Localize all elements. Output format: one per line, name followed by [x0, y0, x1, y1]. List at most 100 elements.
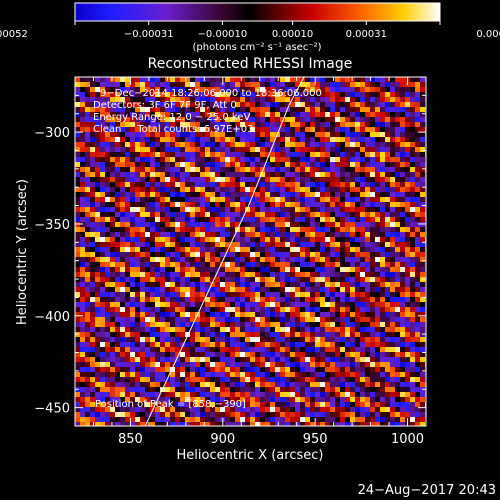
- heatmap-cell: [130, 282, 136, 288]
- heatmap-cell: [390, 157, 396, 163]
- heatmap-cell: [185, 222, 191, 228]
- heatmap-cell: [335, 242, 341, 248]
- heatmap-cell: [140, 222, 146, 228]
- heatmap-cell: [200, 197, 206, 203]
- heatmap-cell: [170, 172, 176, 178]
- heatmap-cell: [200, 177, 206, 183]
- heatmap-cell: [160, 407, 166, 413]
- heatmap-cell: [300, 117, 306, 123]
- heatmap-cell: [90, 397, 96, 403]
- heatmap-cell: [90, 222, 96, 228]
- heatmap-cell: [245, 197, 251, 203]
- heatmap-cell: [120, 102, 126, 108]
- heatmap-cell: [305, 87, 311, 93]
- heatmap-cell: [265, 232, 271, 238]
- heatmap-cell: [295, 152, 301, 158]
- heatmap-cell: [205, 382, 211, 388]
- heatmap-cell: [120, 157, 126, 163]
- heatmap-cell: [245, 122, 251, 128]
- heatmap-cell: [120, 177, 126, 183]
- heatmap-cell: [255, 112, 261, 118]
- heatmap-cell: [170, 77, 176, 83]
- heatmap-cell: [220, 357, 226, 363]
- heatmap-cell: [260, 117, 266, 123]
- heatmap-cell: [365, 217, 371, 223]
- heatmap-cell: [80, 287, 86, 293]
- heatmap-cell: [225, 397, 231, 403]
- heatmap-cell: [410, 267, 416, 273]
- heatmap-cell: [125, 197, 131, 203]
- heatmap-cell: [320, 102, 326, 108]
- heatmap-cell: [90, 147, 96, 153]
- heatmap-cell: [175, 222, 181, 228]
- heatmap-cell: [260, 297, 266, 303]
- heatmap-cell: [225, 252, 231, 258]
- heatmap-cell: [235, 232, 241, 238]
- heatmap-cell: [170, 182, 176, 188]
- heatmap-cell: [285, 177, 291, 183]
- heatmap-cell: [165, 372, 171, 378]
- heatmap-cell: [240, 142, 246, 148]
- heatmap-cell: [315, 212, 321, 218]
- heatmap-cell: [255, 307, 261, 313]
- heatmap-cell: [80, 297, 86, 303]
- heatmap-cell: [160, 377, 166, 383]
- heatmap-cell: [275, 317, 281, 323]
- heatmap-cell: [120, 287, 126, 293]
- heatmap-cell: [385, 342, 391, 348]
- heatmap-cell: [110, 317, 116, 323]
- heatmap-cell: [235, 312, 241, 318]
- heatmap-cell: [175, 162, 181, 168]
- heatmap-cell: [330, 127, 336, 133]
- heatmap-cell: [285, 357, 291, 363]
- heatmap-cell: [280, 322, 286, 328]
- heatmap-cell: [145, 237, 151, 243]
- heatmap-cell: [400, 292, 406, 298]
- heatmap-cell: [405, 282, 411, 288]
- heatmap-cell: [300, 82, 306, 88]
- heatmap-cell: [295, 182, 301, 188]
- heatmap-cell: [360, 92, 366, 98]
- heatmap-cell: [220, 267, 226, 273]
- heatmap-cell: [360, 347, 366, 353]
- heatmap-cell: [110, 417, 116, 423]
- heatmap-cell: [260, 152, 266, 158]
- heatmap-cell: [225, 417, 231, 423]
- heatmap-cell: [260, 342, 266, 348]
- heatmap-cell: [335, 87, 341, 93]
- heatmap-cell: [255, 232, 261, 238]
- heatmap-cell: [130, 172, 136, 178]
- heatmap-cell: [205, 402, 211, 408]
- heatmap-cell: [100, 322, 106, 328]
- heatmap-cell: [245, 207, 251, 213]
- heatmap-cell: [85, 112, 91, 118]
- heatmap-cell: [120, 362, 126, 368]
- heatmap-cell: [375, 242, 381, 248]
- heatmap-cell: [110, 102, 116, 108]
- heatmap-cell: [150, 397, 156, 403]
- heatmap-cell: [320, 392, 326, 398]
- heatmap-cell: [410, 262, 416, 268]
- heatmap-cell: [140, 137, 146, 143]
- heatmap-cell: [350, 357, 356, 363]
- heatmap-cell: [345, 127, 351, 133]
- heatmap-cell: [335, 192, 341, 198]
- heatmap-cell: [300, 307, 306, 313]
- heatmap-cell: [105, 317, 111, 323]
- heatmap-cell: [260, 142, 266, 148]
- heatmap-cell: [300, 257, 306, 263]
- heatmap-cell: [140, 172, 146, 178]
- heatmap-cell: [285, 237, 291, 243]
- heatmap-cell: [195, 327, 201, 333]
- heatmap-cell: [245, 202, 251, 208]
- heatmap-cell: [280, 417, 286, 423]
- heatmap-cell: [315, 222, 321, 228]
- heatmap-cell: [165, 127, 171, 133]
- heatmap-cell: [310, 172, 316, 178]
- heatmap-cell: [375, 347, 381, 353]
- heatmap-cell: [175, 377, 181, 383]
- heatmap-cell: [300, 317, 306, 323]
- heatmap-cell: [265, 152, 271, 158]
- heatmap-cell: [345, 122, 351, 128]
- heatmap-cell: [145, 242, 151, 248]
